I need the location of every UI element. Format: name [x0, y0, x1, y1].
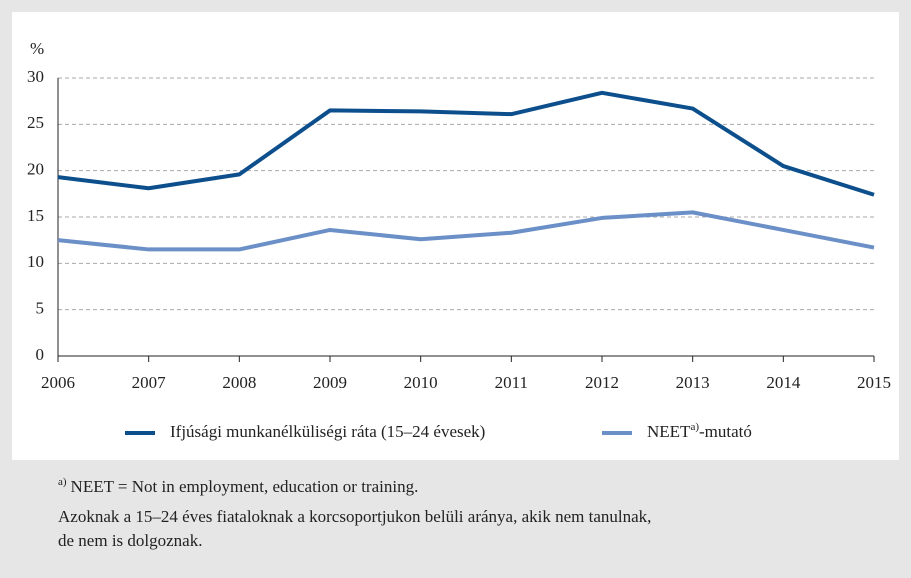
x-tick-label: 2013 [676, 373, 710, 392]
y-tick-label: 10 [27, 252, 44, 271]
x-tick-label: 2010 [404, 373, 438, 392]
legend-label: NEETa)-mutató [647, 421, 752, 441]
series-line [57, 210, 875, 252]
note-line: Azoknak a 15–24 éves fiataloknak a korcs… [58, 507, 651, 526]
legend-suffix: -mutató [699, 422, 752, 441]
note-line: de nem is dolgoznak. [58, 531, 202, 550]
legend-sup: a) [690, 421, 699, 433]
x-tick-label: 2009 [313, 373, 347, 392]
y-tick-label: 20 [27, 160, 44, 179]
legend-label: Ifjúsági munkanélküliségi ráta (15–24 év… [170, 422, 485, 441]
x-tick-label: 2015 [857, 373, 891, 392]
x-tick-label: 2007 [132, 373, 167, 392]
footnote: a) NEET = Not in employment, education or… [58, 476, 418, 496]
x-tick-label: 2008 [222, 373, 256, 392]
legend-name: NEET [647, 422, 691, 441]
y-tick-label: 5 [36, 299, 45, 318]
x-tick-label: 2011 [495, 373, 528, 392]
legend-name: Ifjúsági munkanélküliségi ráta (15–24 év… [170, 422, 485, 441]
x-tick-label: 2012 [585, 373, 619, 392]
y-tick-label: 30 [27, 67, 44, 86]
y-tick-label: 0 [36, 345, 45, 364]
y-tick-label: 25 [27, 113, 44, 132]
footnote-marker: a) [58, 476, 67, 488]
footnote-text: NEET = Not in employment, education or t… [71, 477, 419, 496]
series-line [57, 90, 875, 197]
y-axis-label: % [30, 39, 44, 58]
x-tick-label: 2006 [41, 373, 75, 392]
x-tick-label: 2014 [766, 373, 801, 392]
y-tick-label: 15 [27, 206, 44, 225]
